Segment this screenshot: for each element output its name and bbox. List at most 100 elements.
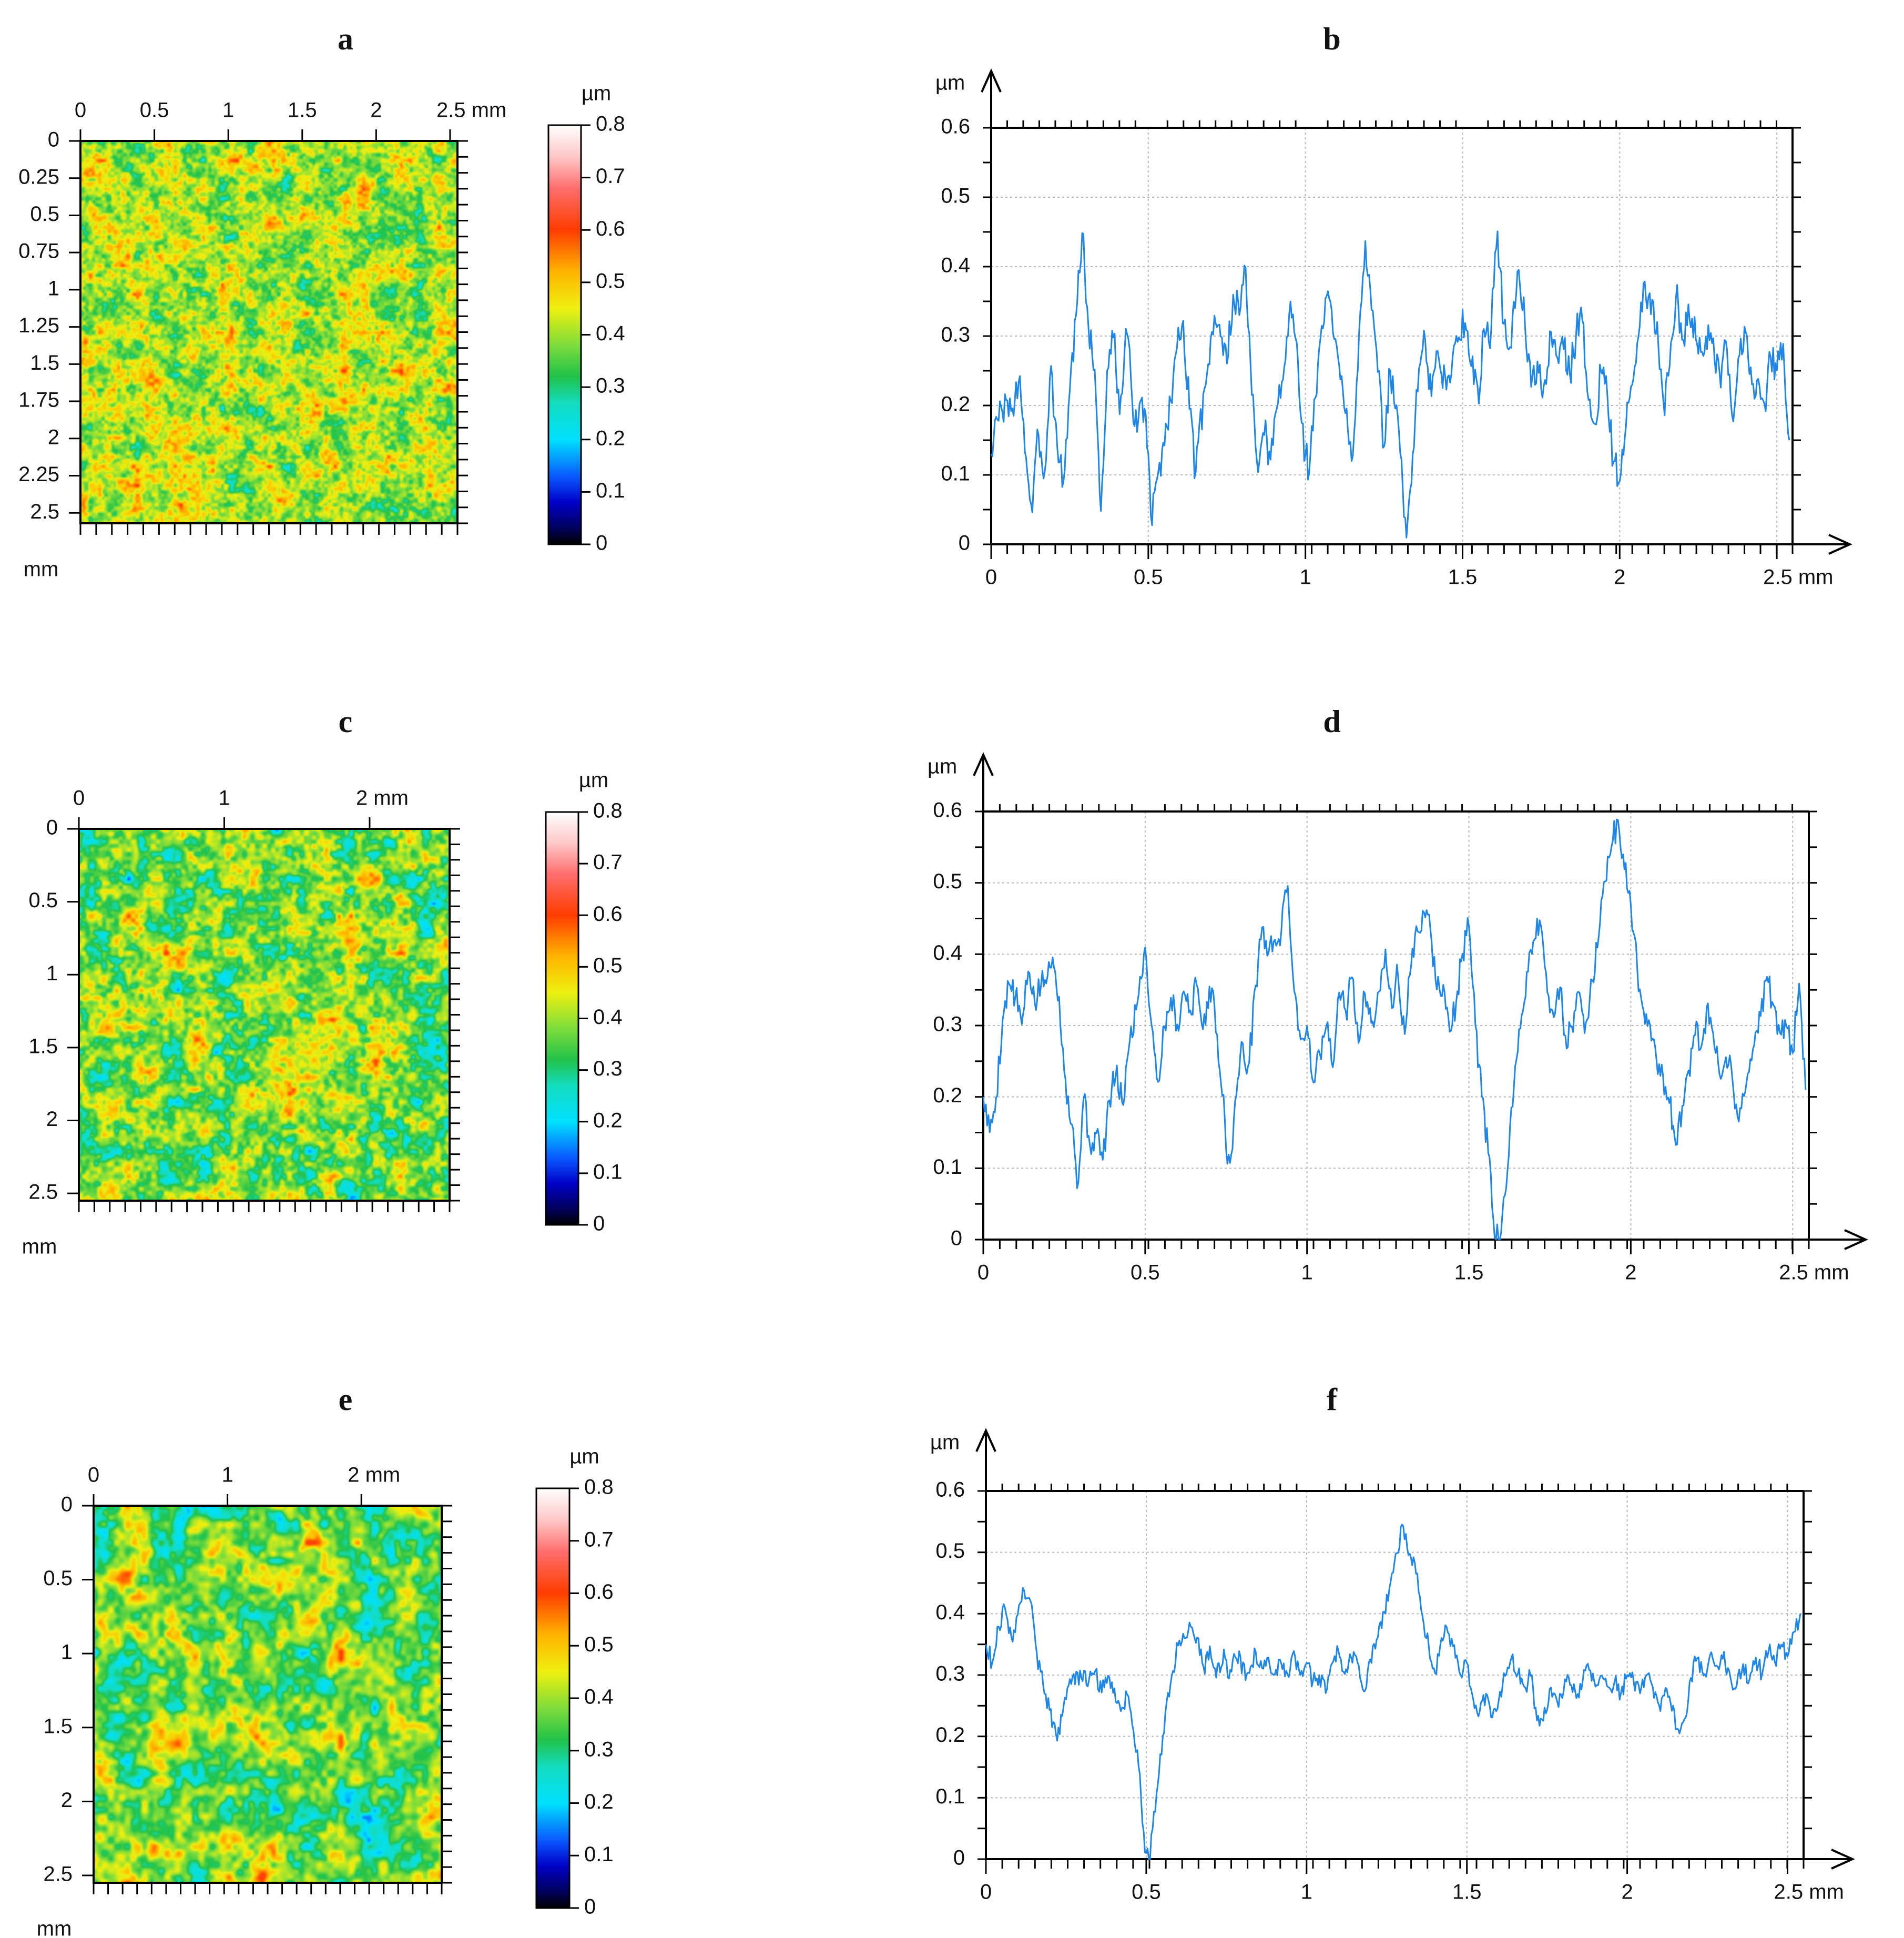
surface-map-e	[94, 1506, 442, 1883]
x-axis-arrow-b	[1828, 534, 1852, 555]
y-unit-f: µm	[930, 1431, 960, 1454]
x-tick-label-d: 0.5	[1131, 1261, 1160, 1284]
y-tick-label-f: 0.5	[935, 1539, 965, 1562]
y-unit-c: mm	[22, 1235, 57, 1259]
y-tick-label-b: 0.1	[941, 462, 970, 485]
x-tick-label-f: 1	[1301, 1881, 1312, 1904]
colorbar-tick-label-c: 0.4	[593, 1006, 623, 1029]
y-tick-label-e: 0	[61, 1493, 73, 1516]
x-tick-label-d: 1	[1301, 1261, 1313, 1284]
y-tick-label-d: 0.1	[933, 1155, 962, 1179]
y-tick-label-d: 0.5	[933, 870, 962, 893]
colorbar-tick-label-a: 0.8	[596, 113, 625, 136]
y-unit-e: mm	[37, 1917, 72, 1938]
colorbar-unit-a: µm	[582, 82, 611, 105]
x-tick-label-b: 0	[985, 566, 997, 589]
y-tick-label-c: 1.5	[28, 1034, 58, 1058]
y-tick-label-f: 0.1	[935, 1785, 965, 1808]
colorbar-tick-label-e: 0	[584, 1895, 596, 1919]
panel-b: b 0 0.5 1 1.5 2 2.5 mm 0 0.1 0.2 0.3 0.4 0.5 0.6 µm	[935, 22, 1852, 589]
y-tick-label-a: 2	[48, 425, 59, 449]
y-tick-label-b: 0.6	[941, 115, 970, 138]
x-tick-label-d: 1.5	[1454, 1261, 1484, 1284]
y-tick-label-a: 0.25	[18, 165, 59, 188]
colorbar-tick-label-e: 0.6	[584, 1580, 614, 1604]
y-axis-arrow-f	[975, 1428, 996, 1452]
x-tick-label-f: 0	[980, 1881, 992, 1904]
x-tick-label-f: 0.5	[1132, 1881, 1161, 1904]
y-tick-label-c: 1	[46, 962, 58, 985]
x-tick-label-f: 2.5 mm	[1774, 1881, 1844, 1904]
y-tick-label-b: 0.4	[941, 254, 970, 277]
x-tick-label-c: 0	[73, 787, 85, 810]
x-tick-label-a: 0	[75, 99, 86, 122]
x-tick-label-b: 0.5	[1134, 566, 1163, 589]
y-tick-label-d: 0.2	[933, 1084, 962, 1107]
panel-label-e: e	[339, 1382, 353, 1417]
colorbar-tick-label-c: 0.5	[593, 954, 623, 977]
y-tick-label-a: 0.75	[18, 240, 59, 263]
panel-e: e 0 1 2 mm 0 0.5 1 1.5 2 2.5 mm µm 0 0.1 0.2 0.3 0.4 0.5 0…	[37, 1382, 614, 1938]
panel-label-b: b	[1323, 22, 1340, 56]
x-tick-label-b: 1.5	[1448, 566, 1478, 589]
x-tick-label-f: 1.5	[1452, 1881, 1482, 1904]
y-tick-label-d: 0.6	[933, 799, 962, 822]
x-axis-arrow-d	[1844, 1229, 1868, 1250]
panel-c: c 0 1 2 mm 0 0.5 1 1.5 2 2.5 mm µm 0 0.1 0.2 0.3 0.4 0.5 0…	[22, 704, 623, 1259]
y-tick-label-a: 2.5	[30, 500, 59, 523]
x-tick-label-d: 2	[1625, 1261, 1636, 1284]
y-tick-label-b: 0.2	[941, 393, 970, 416]
y-tick-label-e: 1.5	[43, 1714, 73, 1738]
colorbar-tick-label-c: 0.6	[593, 902, 623, 926]
x-tick-label-b: 1	[1300, 566, 1311, 589]
colorbar-tick-label-c: 0.7	[593, 851, 623, 874]
y-tick-label-e: 0.5	[43, 1567, 73, 1590]
x-tick-label-e: 0	[88, 1464, 99, 1487]
colorbar-tick-label-a: 0.4	[596, 322, 625, 345]
panel-a: a 0 0.5 1 1.5 2 2.5 mm 0 0.25 0.5 0.75 1 1.25 1.5 1.75…	[18, 22, 625, 581]
y-tick-label-e: 1	[61, 1641, 73, 1664]
colorbar-tick-label-c: 0	[593, 1212, 605, 1235]
colorbar-tick-label-e: 0.7	[584, 1528, 614, 1551]
x-tick-label-a: 1.5	[288, 99, 317, 122]
x-tick-label-e: 1	[221, 1464, 233, 1487]
x-tick-label-c: 1	[218, 787, 230, 810]
profile-line-f	[985, 1524, 1801, 1860]
y-tick-label-a: 0	[48, 128, 59, 151]
y-tick-label-b: 0	[959, 532, 970, 555]
colorbar-tick-label-c: 0.1	[593, 1160, 623, 1183]
colorbar-c	[545, 811, 579, 1226]
x-tick-label-e: 2 mm	[348, 1464, 400, 1487]
colorbar-tick-label-c: 0.3	[593, 1057, 623, 1080]
x-tick-label-a: 2.5 mm	[436, 99, 506, 122]
colorbar-tick-label-e: 0.8	[584, 1476, 614, 1499]
colorbar-tick-label-e: 0.3	[584, 1738, 614, 1761]
colorbar-a	[547, 124, 582, 545]
y-tick-label-f: 0.2	[935, 1723, 965, 1747]
y-tick-label-d: 0	[951, 1227, 962, 1250]
x-tick-label-f: 2	[1621, 1881, 1633, 1904]
profile-line-b	[990, 230, 1790, 539]
colorbar-tick-label-a: 0	[596, 532, 607, 555]
y-tick-label-a: 1.25	[18, 314, 59, 337]
x-tick-label-b: 2	[1614, 566, 1625, 589]
y-tick-label-a: 1.5	[30, 351, 59, 374]
y-tick-label-a: 1.75	[18, 389, 59, 412]
y-unit-a: mm	[24, 558, 59, 581]
y-tick-label-a: 2.25	[18, 463, 59, 486]
y-tick-label-a: 1	[48, 277, 59, 300]
x-tick-label-a: 1	[222, 99, 234, 122]
y-tick-label-b: 0.5	[941, 185, 970, 208]
y-tick-label-f: 0.3	[935, 1662, 965, 1686]
x-axis-arrow-f	[1831, 1849, 1855, 1870]
colorbar-tick-label-e: 0.5	[584, 1633, 614, 1656]
x-tick-label-a: 2	[370, 99, 382, 122]
colorbar-unit-c: µm	[579, 769, 608, 792]
colorbar-tick-label-a: 0.2	[596, 427, 625, 450]
y-tick-label-f: 0.4	[935, 1601, 965, 1624]
colorbar-tick-label-a: 0.3	[596, 374, 625, 398]
colorbar-e	[535, 1487, 571, 1909]
y-axis-arrow-d	[973, 752, 994, 776]
colorbar-tick-label-e: 0.1	[584, 1843, 614, 1866]
panel-d: d 0 0.5 1 1.5 2 2.5 mm 0 0.1 0.2 0.3 0.4 0.5 0.6 µm	[928, 704, 1868, 1284]
